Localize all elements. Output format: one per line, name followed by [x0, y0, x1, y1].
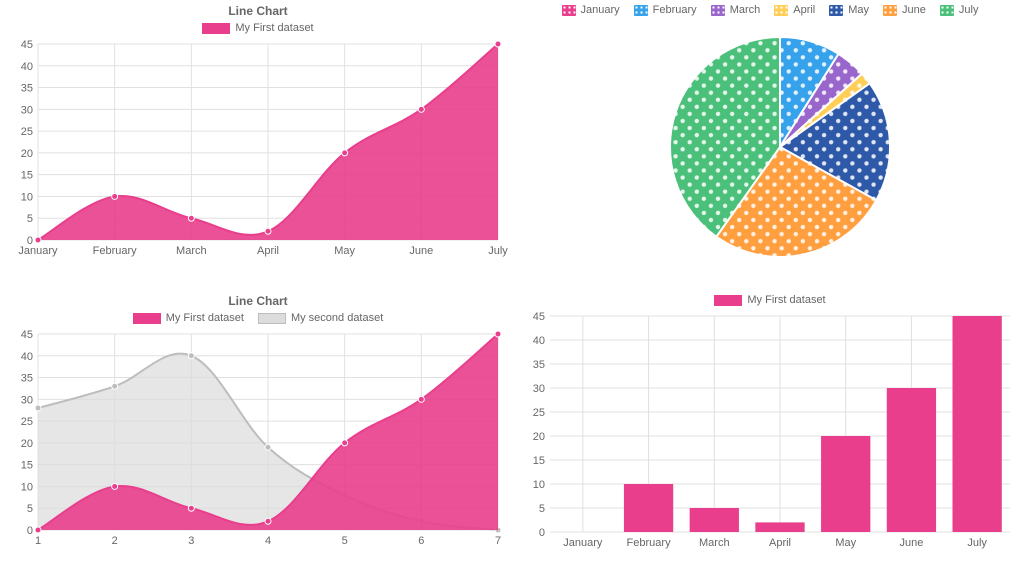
svg-text:2: 2: [112, 535, 118, 547]
svg-text:July: July: [967, 537, 987, 549]
svg-text:January: January: [563, 537, 603, 549]
svg-text:0: 0: [27, 525, 33, 537]
legend-item[interactable]: My First dataset: [202, 22, 313, 34]
legend-swatch: [711, 5, 725, 16]
svg-text:20: 20: [21, 148, 33, 160]
svg-text:March: March: [176, 245, 207, 257]
svg-text:5: 5: [342, 535, 348, 547]
svg-text:July: July: [488, 245, 508, 257]
svg-text:7: 7: [495, 535, 501, 547]
bar-chart-panel: My First dataset 0 5 10 15 20 25 30 35 40 45 Janua…: [520, 294, 1020, 572]
bar-chart-legend: My First dataset: [520, 294, 1020, 306]
svg-text:15: 15: [21, 170, 33, 182]
legend-label: April: [793, 4, 815, 16]
legend-label: February: [653, 4, 697, 16]
svg-text:15: 15: [533, 455, 545, 467]
svg-text:20: 20: [533, 431, 545, 443]
svg-text:February: February: [627, 537, 672, 549]
legend-swatch: [258, 313, 286, 324]
legend-label: March: [730, 4, 761, 16]
svg-text:10: 10: [21, 191, 33, 203]
svg-text:5: 5: [539, 503, 545, 515]
area-chart-panel: Line Chart My First dataset 051015202530…: [8, 4, 508, 282]
svg-text:March: March: [699, 537, 730, 549]
svg-text:January: January: [18, 245, 58, 257]
legend-label: My First dataset: [747, 294, 825, 306]
area-chart-legend: My First dataset: [8, 22, 508, 34]
svg-text:3: 3: [188, 535, 194, 547]
legend-item[interactable]: March: [711, 4, 761, 16]
multi-area-chart-title: Line Chart: [8, 294, 508, 308]
svg-text:May: May: [835, 537, 856, 549]
svg-text:June: June: [409, 245, 433, 257]
svg-text:25: 25: [533, 407, 545, 419]
svg-text:25: 25: [21, 126, 33, 138]
multi-area-chart-svg: 0510152025303540451234567: [8, 330, 508, 550]
legend-label: My First dataset: [235, 22, 313, 34]
legend-swatch: [133, 313, 161, 324]
pie-chart-legend: January February March April May June July: [520, 4, 1020, 16]
area-chart-title: Line Chart: [8, 4, 508, 18]
bar-chart-svg: 0 5 10 15 20 25 30 35 40 45 January February March Ap…: [520, 312, 1020, 552]
svg-text:1: 1: [35, 535, 41, 547]
svg-text:15: 15: [21, 460, 33, 472]
legend-label: My second dataset: [291, 312, 383, 324]
multi-area-chart-legend: My First dataset My second dataset: [8, 312, 508, 324]
legend-item[interactable]: My First dataset: [714, 294, 825, 306]
legend-label: July: [959, 4, 979, 16]
svg-text:April: April: [257, 245, 279, 257]
svg-text:45: 45: [21, 40, 33, 51]
area-chart-svg: 051015202530354045JanuaryFebruaryMarchAp…: [8, 40, 508, 260]
legend-swatch: [829, 5, 843, 16]
legend-item[interactable]: February: [634, 4, 697, 16]
pie-chart-svg: [520, 22, 1020, 262]
legend-swatch: [634, 5, 648, 16]
svg-text:April: April: [769, 537, 791, 549]
svg-text:35: 35: [21, 373, 33, 385]
legend-swatch: [714, 295, 742, 306]
svg-text:5: 5: [27, 213, 33, 225]
svg-text:5: 5: [27, 503, 33, 515]
legend-swatch: [774, 5, 788, 16]
svg-text:February: February: [93, 245, 138, 257]
svg-text:35: 35: [533, 359, 545, 371]
svg-text:6: 6: [418, 535, 424, 547]
pie-chart-panel: January February March April May June July: [520, 4, 1020, 282]
legend-item[interactable]: June: [883, 4, 926, 16]
svg-text:25: 25: [21, 416, 33, 428]
legend-label: My First dataset: [166, 312, 244, 324]
legend-label: May: [848, 4, 869, 16]
svg-text:40: 40: [21, 351, 33, 363]
svg-text:June: June: [899, 537, 923, 549]
legend-swatch: [883, 5, 897, 16]
svg-text:35: 35: [21, 83, 33, 95]
svg-text:45: 45: [533, 312, 545, 323]
svg-text:45: 45: [21, 330, 33, 341]
svg-text:20: 20: [21, 438, 33, 450]
legend-item[interactable]: May: [829, 4, 869, 16]
svg-text:0: 0: [539, 527, 545, 539]
legend-item[interactable]: April: [774, 4, 815, 16]
legend-item[interactable]: My second dataset: [258, 312, 383, 324]
svg-text:May: May: [334, 245, 355, 257]
svg-text:30: 30: [21, 104, 33, 116]
legend-item[interactable]: My First dataset: [133, 312, 244, 324]
legend-label: June: [902, 4, 926, 16]
legend-swatch: [562, 5, 576, 16]
svg-text:40: 40: [533, 335, 545, 347]
multi-area-chart-panel: Line Chart My First dataset My second da…: [8, 294, 508, 572]
legend-swatch: [202, 23, 230, 34]
svg-text:4: 4: [265, 535, 271, 547]
legend-swatch: [940, 5, 954, 16]
svg-text:10: 10: [533, 479, 545, 491]
svg-text:40: 40: [21, 61, 33, 73]
legend-item[interactable]: January: [562, 4, 620, 16]
svg-text:30: 30: [533, 383, 545, 395]
legend-label: January: [581, 4, 620, 16]
svg-text:10: 10: [21, 481, 33, 493]
legend-item[interactable]: July: [940, 4, 979, 16]
svg-text:30: 30: [21, 394, 33, 406]
